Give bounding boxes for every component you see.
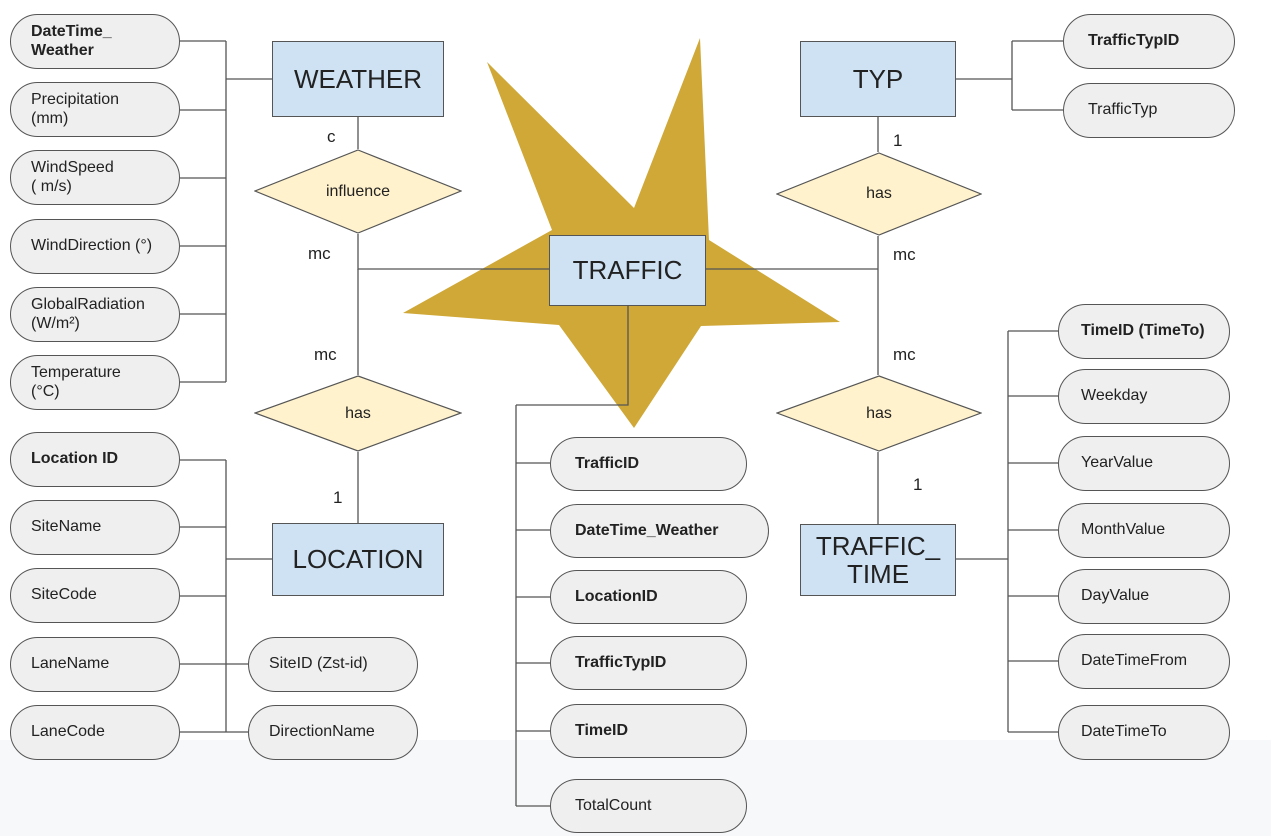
cardinality-influence-traffic: mc: [308, 244, 331, 264]
cardinality-traffic-has-location: mc: [314, 345, 337, 365]
weather-attr-temperature: Temperature (°C): [10, 355, 180, 410]
traffic-entity: TRAFFIC: [549, 235, 706, 306]
has-typ-label: has: [866, 185, 892, 203]
cardinality-has-time-one: 1: [913, 475, 922, 495]
has-location-label: has: [345, 405, 371, 423]
traffic-attr-locationid: LocationID: [550, 570, 747, 624]
has-time-label: has: [866, 405, 892, 423]
location-attr-sitename: SiteName: [10, 500, 180, 555]
has-location-relationship: has: [254, 375, 462, 452]
location-attr-lanename: LaneName: [10, 637, 180, 692]
time-attr-timeid: TimeID (TimeTo): [1058, 304, 1230, 359]
time-attr-monthvalue: MonthValue: [1058, 503, 1230, 558]
traffic-attr-totalcount: TotalCount: [550, 779, 747, 833]
weather-attr-datetime-weather: DateTime_ Weather: [10, 14, 180, 69]
traffic-attr-traffictypid: TrafficTypID: [550, 636, 747, 690]
time-attr-weekday: Weekday: [1058, 369, 1230, 424]
typ-attr-traffictypid: TrafficTypID: [1063, 14, 1235, 69]
cardinality-has-typ-traffic: mc: [893, 245, 916, 265]
weather-attr-windspeed: WindSpeed ( m/s): [10, 150, 180, 205]
time-attr-datetimeto: DateTimeTo: [1058, 705, 1230, 760]
location-entity: LOCATION: [272, 523, 444, 596]
time-attr-datetimefrom: DateTimeFrom: [1058, 634, 1230, 689]
weather-attr-winddirection: WindDirection (°): [10, 219, 180, 274]
time-attr-yearvalue: YearValue: [1058, 436, 1230, 491]
traffic-attr-datetime-weather: DateTime_Weather: [550, 504, 769, 558]
weather-entity: WEATHER: [272, 41, 444, 117]
has-time-relationship: has: [776, 375, 982, 452]
influence-label: influence: [326, 183, 390, 201]
cardinality-traffic-has-time: mc: [893, 345, 916, 365]
traffic-time-entity: TRAFFIC_ TIME: [800, 524, 956, 596]
cardinality-weather-influence: c: [327, 127, 336, 147]
cardinality-has-location-one: 1: [333, 488, 342, 508]
location-attr-directionname: DirectionName: [248, 705, 418, 760]
cardinality-typ-has-one: 1: [893, 131, 902, 151]
typ-entity: TYP: [800, 41, 956, 117]
location-attr-siteid: SiteID (Zst-id): [248, 637, 418, 692]
location-attr-location-id: Location ID: [10, 432, 180, 487]
time-attr-dayvalue: DayValue: [1058, 569, 1230, 624]
traffic-attr-trafficid: TrafficID: [550, 437, 747, 491]
traffic-attr-timeid: TimeID: [550, 704, 747, 758]
location-attr-sitecode: SiteCode: [10, 568, 180, 623]
has-typ-relationship: has: [776, 152, 982, 236]
location-attr-lanecode: LaneCode: [10, 705, 180, 760]
typ-attr-traffictyp: TrafficTyp: [1063, 83, 1235, 138]
weather-attr-precipitation: Precipitation (mm): [10, 82, 180, 137]
weather-attr-globalradiation: GlobalRadiation (W/m²): [10, 287, 180, 342]
influence-relationship: influence: [254, 149, 462, 234]
